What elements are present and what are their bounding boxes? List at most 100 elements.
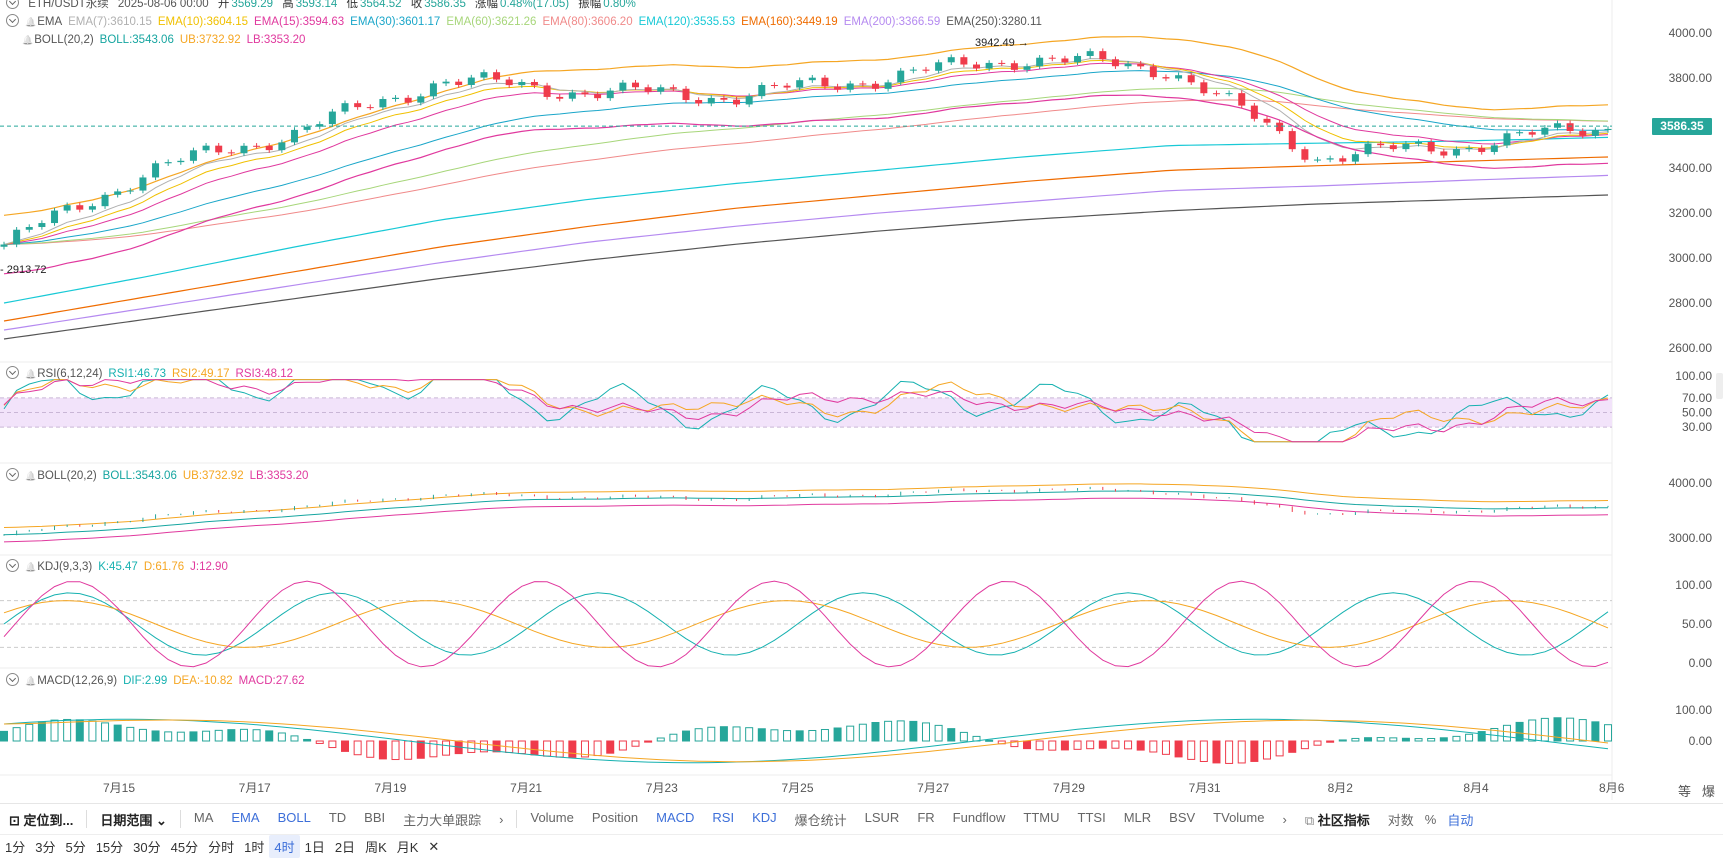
- indicator-toggle-爆仓统计[interactable]: 爆仓统计: [794, 812, 847, 828]
- indicator-toggle-ema[interactable]: EMA: [231, 809, 260, 825]
- timeframe-4时[interactable]: 4时: [269, 835, 300, 858]
- timeframe-1日[interactable]: 1日: [304, 840, 325, 855]
- candle-body: [189, 150, 197, 161]
- indicator-name[interactable]: BOLL(20,2): [37, 470, 97, 482]
- timeframe-2日[interactable]: 2日: [334, 840, 356, 855]
- candle-body: [379, 99, 387, 108]
- alert-bell-icon[interactable]: 🔔: [22, 35, 34, 45]
- kdj-line: [3, 580, 1609, 668]
- timeframe-月K[interactable]: 月K: [396, 840, 419, 855]
- indicator-name[interactable]: RSI(6,12,24): [37, 368, 103, 380]
- indicator-toggle-ma[interactable]: MA: [193, 809, 214, 825]
- indicator-toggle-position[interactable]: Position: [591, 809, 639, 825]
- candle-body: [1288, 131, 1296, 150]
- indicator-toggle-fundflow[interactable]: Fundflow: [952, 809, 1006, 825]
- indicator-value: EMA(60):3621.26: [446, 16, 537, 28]
- indicator-toggle-主力大单跟踪[interactable]: 主力大单跟踪: [403, 812, 482, 828]
- indicator-toggle-lsur[interactable]: LSUR: [864, 809, 900, 825]
- indicator-toggle-bbi[interactable]: BBI: [364, 809, 386, 825]
- macd-bar: [315, 740, 324, 744]
- log-scale-button[interactable]: 对数: [1387, 812, 1414, 828]
- collapse-toggle-icon[interactable]: [6, 0, 19, 9]
- timeframe-分时[interactable]: 分时: [208, 840, 235, 855]
- indicator-value: EMA(120):3535.53: [638, 16, 736, 28]
- macd-bar: [492, 740, 501, 753]
- indicator-value: RSI1:46.73: [108, 368, 166, 380]
- timeframe-周K[interactable]: 周K: [365, 840, 387, 855]
- indicator-toggle-volume[interactable]: Volume: [530, 809, 574, 825]
- collapse-toggle-icon[interactable]: [6, 559, 19, 572]
- timeframe-15分[interactable]: 15分: [95, 840, 124, 855]
- indicator-toggle-bsv[interactable]: BSV: [1169, 809, 1196, 825]
- indicator-toggle-mlr[interactable]: MLR: [1123, 809, 1152, 825]
- indicator-toggle-ttsi[interactable]: TTSI: [1077, 809, 1106, 825]
- indicator-toggle-ttmu[interactable]: TTMU: [1023, 809, 1060, 825]
- close-icon[interactable]: ✕: [428, 838, 440, 854]
- price-tick-label: 2800.00: [1669, 296, 1713, 310]
- indicator-toggle-macd[interactable]: MACD: [656, 809, 695, 825]
- chevron-right-icon[interactable]: ›: [499, 811, 504, 827]
- date-tick-label: 8月4: [1463, 781, 1489, 795]
- macd-bar: [1326, 740, 1335, 743]
- timeframe-1时[interactable]: 1时: [244, 840, 265, 855]
- indicator-toggle-kdj[interactable]: KDJ: [752, 809, 777, 825]
- candle-body: [152, 163, 160, 178]
- alert-bell-icon[interactable]: 🔔: [25, 17, 37, 27]
- timeframe-5分[interactable]: 5分: [65, 840, 86, 855]
- indicator-toggle-fr[interactable]: FR: [917, 809, 935, 825]
- macd-bar: [303, 738, 312, 742]
- boll-lower-line: [3, 94, 1609, 275]
- collapse-toggle-icon[interactable]: [6, 673, 19, 686]
- header-ohlc: ETH/USDT永续 2025-08-06 00:00 开 3569.29 高 35…: [6, 0, 642, 12]
- timeframe-1分[interactable]: 1分: [5, 840, 26, 855]
- candle-body: [960, 57, 968, 65]
- auto-scale-button[interactable]: 自动: [1447, 812, 1474, 828]
- alert-bell-icon[interactable]: 🔔: [25, 471, 37, 481]
- corner-label-left[interactable]: 等: [1678, 784, 1692, 799]
- indicator-toggle-tvolume[interactable]: TVolume: [1213, 809, 1265, 825]
- candle-body: [669, 87, 677, 89]
- indicator-value: RSI2:49.17: [171, 368, 230, 380]
- indicator-value: EMA(15):3594.63: [254, 16, 345, 28]
- macd-bar: [884, 720, 893, 742]
- macd-bar: [37, 721, 46, 742]
- alert-bell-icon[interactable]: 🔔: [25, 369, 37, 379]
- alert-bell-icon[interactable]: 🔔: [25, 676, 37, 686]
- corner-label-right[interactable]: 爆: [1702, 784, 1716, 799]
- locate-button[interactable]: ⊡ 定位到...: [0, 810, 82, 829]
- collapse-toggle-icon[interactable]: [6, 366, 19, 379]
- indicator-toggle-boll[interactable]: BOLL: [277, 809, 311, 825]
- candle-body: [922, 69, 930, 71]
- high-value: 3593.14: [295, 0, 338, 10]
- indicator-toggle-td[interactable]: TD: [328, 809, 347, 825]
- indicator-name[interactable]: EMA: [37, 16, 63, 28]
- macd-bar: [1414, 738, 1423, 742]
- collapse-toggle-icon[interactable]: [6, 468, 19, 481]
- macd-bar: [1502, 724, 1511, 742]
- candle-body: [1250, 105, 1258, 119]
- indicator-name[interactable]: BOLL(20,2): [34, 34, 94, 46]
- candle-body: [1036, 57, 1044, 67]
- community-indicator-button[interactable]: ⧉ 社区指标: [1296, 810, 1379, 829]
- candle-body: [631, 82, 639, 88]
- external-link-icon: ⧉: [1304, 812, 1318, 828]
- collapse-toggle-icon[interactable]: [6, 14, 19, 27]
- ema-line: [3, 174, 1609, 331]
- chevron-right-icon[interactable]: ›: [1282, 811, 1287, 827]
- date-range-button[interactable]: 日期范围 ⌄: [91, 810, 176, 829]
- indicator-toggle-rsi[interactable]: RSI: [712, 809, 735, 825]
- indicator-name[interactable]: MACD(12,26,9): [37, 675, 118, 687]
- high-label: 高: [282, 0, 294, 10]
- amp-label: 振幅: [578, 0, 602, 10]
- timeframe-45分[interactable]: 45分: [170, 840, 199, 855]
- candle-body: [1010, 63, 1018, 70]
- timeframe-30分[interactable]: 30分: [133, 840, 161, 855]
- indicator-name[interactable]: KDJ(9,3,3): [37, 561, 93, 573]
- timeframe-3分[interactable]: 3分: [35, 840, 56, 855]
- percent-scale-button[interactable]: %: [1424, 811, 1437, 827]
- rsi-tick-label: 30.00: [1682, 420, 1712, 434]
- indicator-value: MACD:27.62: [238, 675, 305, 687]
- alert-bell-icon[interactable]: 🔔: [25, 562, 37, 572]
- divider: [86, 810, 88, 828]
